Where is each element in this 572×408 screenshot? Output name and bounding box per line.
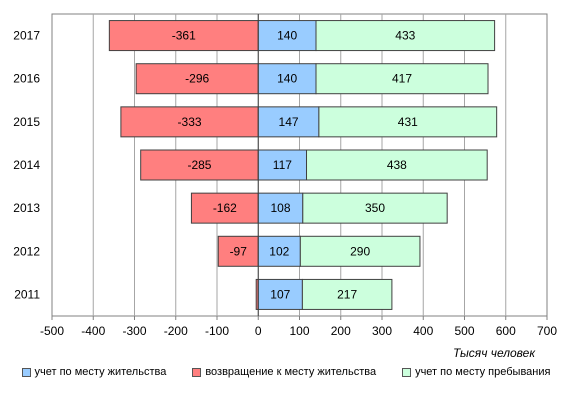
data-label: 290 [350, 244, 370, 258]
bar-stay-registration [302, 192, 448, 224]
data-label: -162 [213, 201, 237, 215]
legend-label: возвращение к месту жительства [205, 366, 377, 378]
data-label: 433 [395, 29, 415, 43]
x-tick-label: 600 [496, 324, 516, 338]
legend-swatch [21, 367, 31, 377]
legend-swatch [192, 367, 202, 377]
legend-item: возвращение к месту жительства [192, 366, 376, 378]
bar-return-to-residence [190, 192, 259, 224]
legend-item: учет по месту пребывания [402, 366, 550, 378]
bar-residence-registration [257, 106, 320, 138]
data-label: -333 [178, 115, 202, 129]
data-label: 140 [277, 29, 297, 43]
y-tick-label: 2017 [13, 29, 40, 43]
bar-residence-registration [257, 235, 301, 267]
data-label: -361 [172, 29, 196, 43]
y-tick-label: 2014 [13, 158, 40, 172]
x-axis-labels: -500 -400 -300 -200 -100 0 100 200 300 400 500 600 7… [40, 324, 557, 338]
data-label: -296 [185, 72, 209, 86]
x-tick-label: 200 [331, 324, 351, 338]
x-tick-label: 100 [289, 324, 309, 338]
x-tick-label: 500 [454, 324, 474, 338]
x-tick-label: -200 [164, 324, 188, 338]
bar-stay-registration [318, 106, 498, 138]
bar-stay-registration [315, 63, 489, 95]
x-tick-label: 400 [413, 324, 433, 338]
data-label: 108 [271, 201, 291, 215]
legend: учет по месту жительства возвращение к ме… [0, 366, 572, 378]
bar-residence-registration [257, 278, 303, 310]
data-label: -97 [230, 244, 248, 258]
data-label: 117 [273, 158, 292, 172]
bar-stay-registration [301, 278, 393, 310]
data-label: 417 [392, 72, 412, 86]
bar-stay-registration [299, 235, 421, 267]
data-label: 217 [337, 287, 357, 301]
x-tick-label: -400 [81, 324, 105, 338]
x-tick-label: -300 [122, 324, 146, 338]
bar-return-to-residence [120, 106, 259, 138]
legend-label: учет по месту пребывания [415, 366, 551, 378]
y-axis-labels: 2017 2016 2015 2014 2013 2012 2011 [13, 29, 40, 302]
data-label: 438 [387, 158, 407, 172]
y-tick-label: 2012 [13, 244, 40, 258]
data-label: 107 [270, 287, 290, 301]
x-tick-label: 300 [372, 324, 392, 338]
bars: -361 140 433 -296 140 417 -333 147 431 -285 117 438… [108, 14, 498, 316]
data-label: 350 [365, 201, 385, 215]
bar-chart: -361 140 433 -296 140 417 -333 147 431 -285 117 438… [13, 13, 557, 360]
data-label: 140 [277, 72, 297, 86]
bar-stay-registration [306, 149, 488, 181]
x-tick-label: -500 [40, 324, 64, 338]
legend-swatch [402, 367, 412, 377]
data-label: -285 [187, 158, 211, 172]
bar-return-to-residence [140, 149, 259, 181]
y-tick-label: 2013 [13, 201, 40, 215]
data-label: 431 [398, 115, 418, 129]
x-tick-label: 0 [255, 324, 262, 338]
bar-residence-registration [257, 63, 317, 95]
x-axis-unit-label: Тысяч человек [453, 346, 536, 360]
bar-return-to-residence [217, 235, 259, 267]
legend-label: учет по месту жительства [34, 366, 167, 378]
x-tick-label: -100 [205, 324, 229, 338]
data-label: 147 [279, 115, 299, 129]
bar-return-to-residence [135, 63, 259, 95]
bar-stay-registration [315, 20, 496, 52]
legend-item: учет по месту жительства [21, 366, 167, 378]
y-tick-label: 2015 [13, 115, 40, 129]
x-tick-label: 700 [537, 324, 557, 338]
y-tick-label: 2016 [13, 72, 40, 86]
bar-return-to-residence [108, 20, 259, 52]
y-tick-label: 2011 [14, 287, 40, 301]
data-label: 102 [269, 244, 289, 258]
